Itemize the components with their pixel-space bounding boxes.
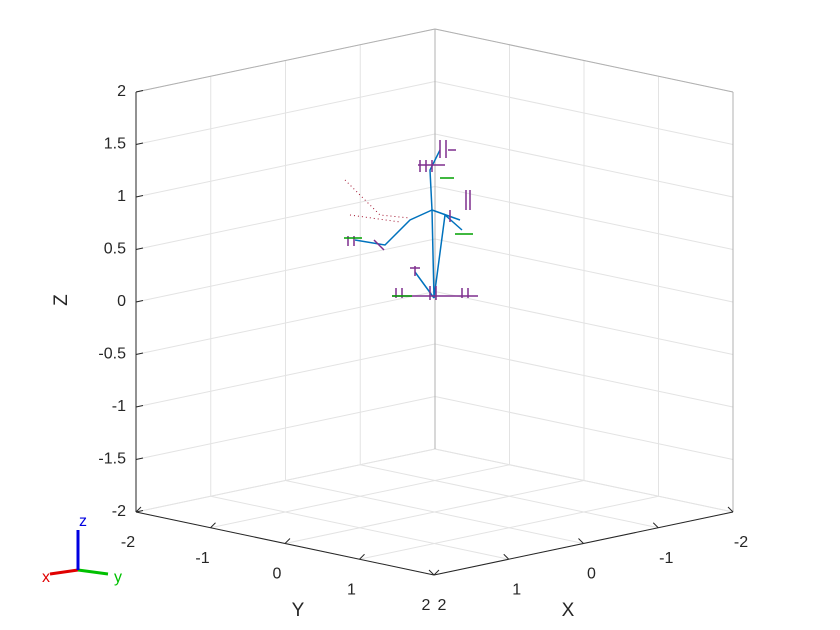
- z-tick: [135, 457, 144, 460]
- z-tick: [135, 195, 144, 198]
- robot-link: [414, 271, 435, 299]
- triad-y-label: y: [114, 569, 122, 586]
- y-tick-label: 1: [347, 581, 356, 598]
- z-tick-label: -2: [112, 503, 126, 520]
- z-tick-label: -0.5: [98, 346, 126, 363]
- x-tick: [428, 569, 435, 576]
- robot-link: [354, 209, 433, 246]
- y-tick-label: -2: [121, 534, 135, 551]
- z-tick-label: 0: [117, 293, 126, 310]
- z-tick: [135, 405, 144, 408]
- z-tick-label: 1: [117, 188, 126, 205]
- grid-line: [284, 480, 585, 544]
- y-tick: [284, 538, 291, 544]
- x-tick-label: -2: [734, 534, 748, 551]
- triad-x-line: [49, 568, 79, 576]
- y-tick-label: -1: [195, 550, 209, 567]
- y-tick: [135, 506, 142, 513]
- robot-link: [429, 149, 441, 211]
- robot-model: [344, 140, 478, 300]
- y-axis-label: Y: [292, 600, 305, 621]
- z-tick-label: -1: [112, 398, 126, 415]
- box-edge: [434, 28, 734, 93]
- z-tick-label: 0.5: [104, 241, 126, 258]
- z-tick: [135, 352, 144, 355]
- z-tick: [135, 247, 144, 250]
- x-tick: [727, 506, 734, 513]
- axes-box: [135, 28, 734, 576]
- robot-trail: [344, 179, 411, 223]
- y-tick-label: 2: [422, 597, 431, 614]
- triad-y-line: [77, 568, 109, 576]
- robot-link: [433, 213, 463, 299]
- robot-joint: [347, 140, 471, 300]
- z-tick-label: 2: [117, 83, 126, 100]
- orientation-triad: x y z: [42, 513, 122, 586]
- z-tick-label: 1.5: [104, 136, 126, 153]
- x-tick: [578, 538, 584, 544]
- y-tick-label: 0: [273, 566, 282, 583]
- triad-z-label: z: [79, 513, 87, 530]
- triad-x-label: x: [42, 569, 50, 586]
- z-tick: [135, 90, 144, 93]
- grid-line: [359, 495, 659, 560]
- y-tick: [433, 569, 440, 576]
- x-tick: [503, 553, 510, 560]
- z-tick: [135, 142, 144, 145]
- z-tick: [135, 510, 144, 513]
- z-tick-label: -1.5: [98, 451, 126, 468]
- y-tick: [210, 522, 216, 529]
- z-tick: [135, 300, 144, 303]
- x-tick-label: 2: [438, 597, 447, 614]
- robot-frame: [344, 177, 473, 297]
- x-tick: [652, 522, 659, 529]
- x-tick-label: 0: [587, 566, 596, 583]
- x-axis-label: X: [562, 600, 575, 621]
- x-tick-label: 1: [512, 581, 521, 598]
- grid-line: [210, 464, 510, 529]
- box-edge: [135, 28, 436, 93]
- grid-line: [135, 448, 436, 513]
- y-tick: [359, 553, 365, 560]
- z-axis-label: Z: [51, 294, 72, 306]
- x-tick-label: -1: [659, 550, 673, 567]
